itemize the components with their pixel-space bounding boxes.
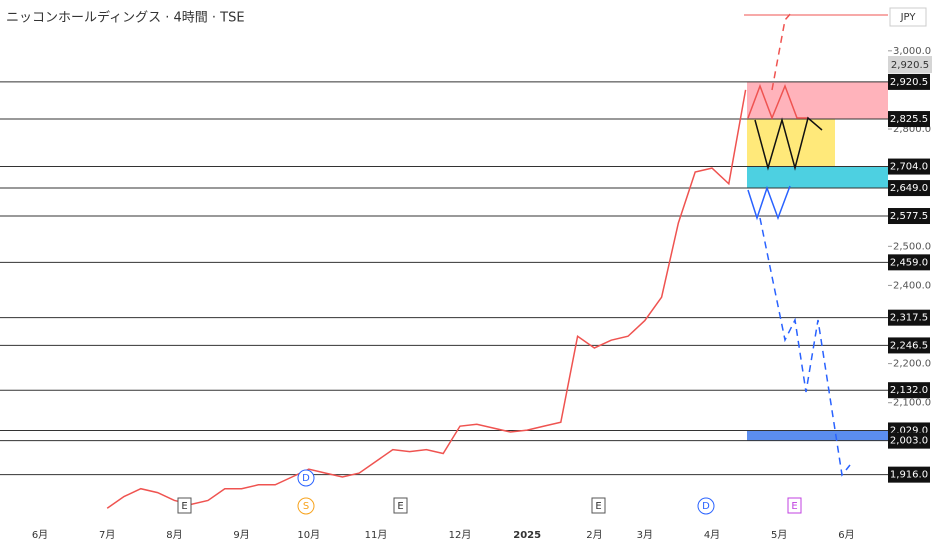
level-label-box bbox=[888, 208, 930, 225]
currency-box bbox=[889, 7, 927, 27]
level-label: 2,317.5 bbox=[890, 313, 928, 324]
level-label: 2,246.5 bbox=[890, 340, 928, 351]
zone-resistance bbox=[747, 81, 888, 120]
level-label: 2,577.5 bbox=[890, 211, 928, 222]
x-tick-label: 6月 bbox=[838, 529, 854, 541]
zone-middle bbox=[747, 119, 835, 167]
x-tick-label: 2月 bbox=[586, 529, 602, 541]
y-tick-label: 2,800.0 bbox=[893, 124, 931, 135]
level-label: 2,920.5 bbox=[890, 77, 928, 88]
projection-down bbox=[759, 217, 851, 477]
event: D bbox=[702, 501, 710, 512]
x-tick-label: 11月 bbox=[365, 529, 388, 541]
zone-support bbox=[747, 166, 888, 189]
level-label: 2,003.0 bbox=[890, 436, 928, 447]
y-tick-label: 3,000.0 bbox=[893, 46, 931, 57]
event-circle bbox=[297, 469, 315, 487]
event-circle bbox=[697, 497, 715, 515]
x-tick-label: 10月 bbox=[297, 529, 320, 541]
projections bbox=[747, 11, 851, 477]
level-label-box bbox=[888, 309, 930, 326]
chart-title: ニッコンホールディングス · 4時間 · TSE bbox=[6, 10, 245, 26]
level-label-box bbox=[888, 254, 930, 271]
level-label-box bbox=[888, 466, 930, 483]
x-tick-label: 7月 bbox=[99, 529, 115, 541]
price-line bbox=[106, 89, 747, 509]
event: S bbox=[303, 501, 309, 512]
event: E bbox=[595, 501, 601, 512]
x-tick-label: 2025 bbox=[513, 530, 541, 541]
zone-target bbox=[747, 430, 888, 441]
events: E D S E E D E E bbox=[177, 469, 802, 515]
x-tick-label: 8月 bbox=[166, 529, 182, 541]
projection-up bbox=[771, 11, 793, 91]
level-label: 1,916.0 bbox=[890, 470, 928, 481]
level-label: 2,704.0 bbox=[890, 162, 928, 173]
y-tick-label: 2,500.0 bbox=[893, 241, 931, 252]
level-label-box bbox=[888, 111, 930, 128]
level-label-box bbox=[888, 158, 930, 175]
x-tick-label: 12月 bbox=[449, 529, 472, 541]
level-label: 2,029.0 bbox=[890, 425, 928, 436]
level-label: 2,649.0 bbox=[890, 183, 928, 194]
y-tick-label: 2,400.0 bbox=[893, 280, 931, 291]
level-label-box bbox=[888, 73, 930, 90]
level-label-box bbox=[888, 432, 930, 449]
last-price: 2,920.5 bbox=[891, 60, 929, 71]
event: E bbox=[397, 501, 403, 512]
level-label-box bbox=[888, 337, 930, 354]
event-box bbox=[591, 497, 606, 514]
currency: JPY bbox=[900, 12, 917, 23]
level-label: 2,459.0 bbox=[890, 257, 928, 268]
level-label: 2,132.0 bbox=[890, 385, 928, 396]
event-box bbox=[393, 497, 408, 514]
x-tick-label: 9月 bbox=[233, 529, 249, 541]
x-tick-label: 6月 bbox=[32, 529, 48, 541]
event-box bbox=[787, 497, 802, 514]
x-tick-label: 5月 bbox=[771, 529, 787, 541]
zigzag-blue bbox=[747, 185, 791, 221]
x-tick-label: 3月 bbox=[637, 529, 653, 541]
event: D bbox=[302, 473, 310, 484]
event-circle bbox=[297, 497, 315, 515]
event: E bbox=[791, 501, 797, 512]
level-label-box bbox=[888, 382, 930, 399]
zigzag-black bbox=[754, 116, 823, 171]
zigzag-red bbox=[747, 83, 808, 121]
y-tick-label: 2,100.0 bbox=[893, 398, 931, 409]
y-tick-label: 2,200.0 bbox=[893, 359, 931, 370]
event: E bbox=[181, 501, 187, 512]
event-box bbox=[177, 497, 192, 514]
last-price-box bbox=[888, 56, 932, 73]
level-label-box bbox=[888, 180, 930, 197]
level-label: 2,825.5 bbox=[890, 114, 928, 125]
x-tick-label: 4月 bbox=[704, 529, 720, 541]
